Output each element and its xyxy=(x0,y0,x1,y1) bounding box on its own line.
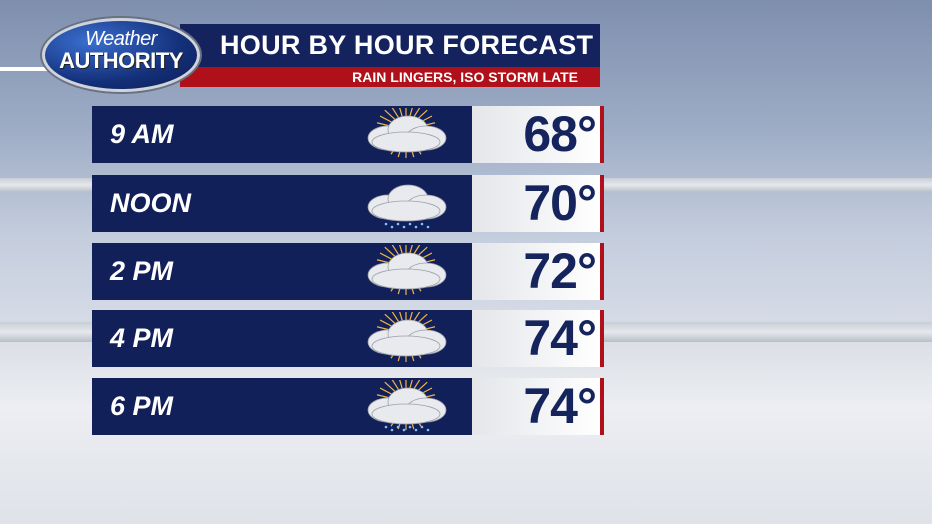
forecast-time-panel: 4 PM xyxy=(92,306,472,367)
accent-bar xyxy=(600,106,604,163)
partly-cloudy-sun-icon xyxy=(360,102,452,161)
accent-bar xyxy=(600,243,604,300)
cloud-light-rain-icon xyxy=(360,177,452,230)
forecast-temp: 74° xyxy=(472,310,600,367)
weather-authority-logo: Weather AUTHORITY xyxy=(42,18,200,92)
forecast-time-panel: 6 PM xyxy=(92,374,472,435)
forecast-time: 6 PM xyxy=(110,391,174,421)
forecast-time: NOON xyxy=(110,188,191,218)
forecast-row: 2 PM 72° xyxy=(92,239,604,300)
forecast-row: 4 PM 74° xyxy=(92,306,604,367)
forecast-time: 2 PM xyxy=(110,256,174,286)
page-title: HOUR BY HOUR FORECAST xyxy=(180,24,600,67)
forecast-time: 9 AM xyxy=(110,119,174,149)
forecast-time-panel: 2 PM xyxy=(92,239,472,300)
forecast-temp: 70° xyxy=(472,175,600,232)
accent-bar xyxy=(600,310,604,367)
accent-bar xyxy=(600,378,604,435)
forecast-time: 4 PM xyxy=(110,323,174,353)
forecast-temp: 72° xyxy=(472,243,600,300)
forecast-temp: 68° xyxy=(472,106,600,163)
page-subtitle: RAIN LINGERS, ISO STORM LATE xyxy=(180,67,600,87)
logo-text-authority: AUTHORITY xyxy=(59,48,183,73)
forecast-row: 9 AM 68° xyxy=(92,102,604,163)
partly-cloudy-sun-icon xyxy=(360,239,452,298)
forecast-row: NOON 70° xyxy=(92,175,604,232)
forecast-temp: 74° xyxy=(472,378,600,435)
logo-text-weather: Weather xyxy=(85,28,157,50)
partly-cloudy-sun-icon xyxy=(360,306,452,365)
sun-cloud-rain-icon xyxy=(360,374,452,433)
accent-bar xyxy=(600,175,604,232)
forecast-time-panel: NOON xyxy=(92,175,472,232)
forecast-row: 6 PM 74° xyxy=(92,374,604,435)
logo-line xyxy=(0,67,60,71)
forecast-time-panel: 9 AM xyxy=(92,102,472,163)
